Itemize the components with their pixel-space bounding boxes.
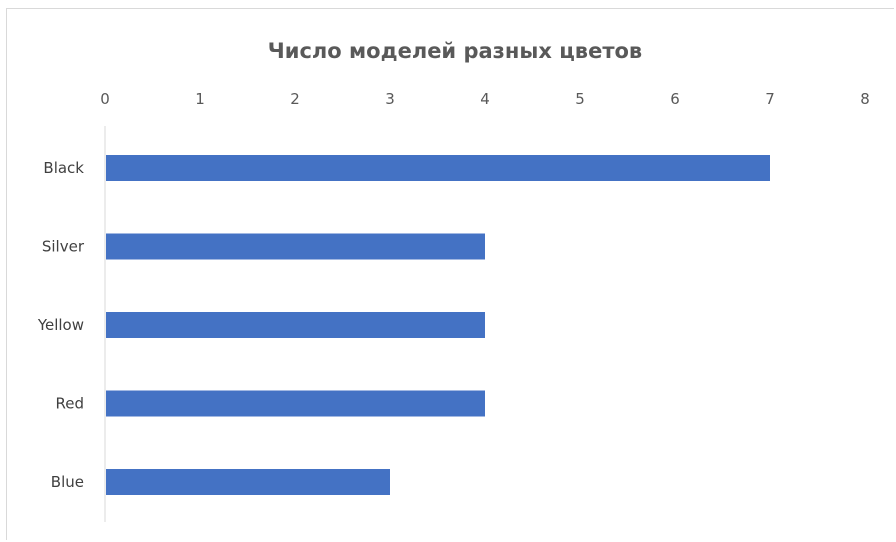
bar-red bbox=[106, 390, 485, 417]
category-label-black: Black bbox=[43, 159, 84, 177]
bar-black bbox=[106, 155, 770, 181]
x-tick-label: 3 bbox=[385, 90, 395, 108]
x-tick-label: 2 bbox=[290, 90, 300, 108]
bars bbox=[106, 155, 770, 495]
category-labels: Black Silver Yellow Red Blue bbox=[37, 159, 85, 491]
x-tick-label: 1 bbox=[195, 90, 205, 108]
bar-blue bbox=[106, 469, 390, 495]
x-tick-label: 8 bbox=[860, 90, 870, 108]
chart-frame bbox=[6, 8, 894, 540]
category-label-silver: Silver bbox=[42, 238, 85, 256]
x-tick-label: 6 bbox=[670, 90, 680, 108]
x-tick-label: 7 bbox=[765, 90, 775, 108]
chart-title: Число моделей разных цветов bbox=[268, 39, 642, 63]
category-label-red: Red bbox=[56, 395, 85, 413]
x-tick-label: 5 bbox=[575, 90, 585, 108]
bar-silver bbox=[106, 233, 485, 260]
bar-yellow bbox=[106, 312, 485, 338]
category-label-yellow: Yellow bbox=[37, 316, 84, 334]
x-tick-label: 4 bbox=[480, 90, 490, 108]
x-axis-ticks: 0 1 2 3 4 5 6 7 8 bbox=[100, 90, 870, 108]
x-tick-label: 0 bbox=[100, 90, 110, 108]
category-label-blue: Blue bbox=[51, 473, 84, 491]
